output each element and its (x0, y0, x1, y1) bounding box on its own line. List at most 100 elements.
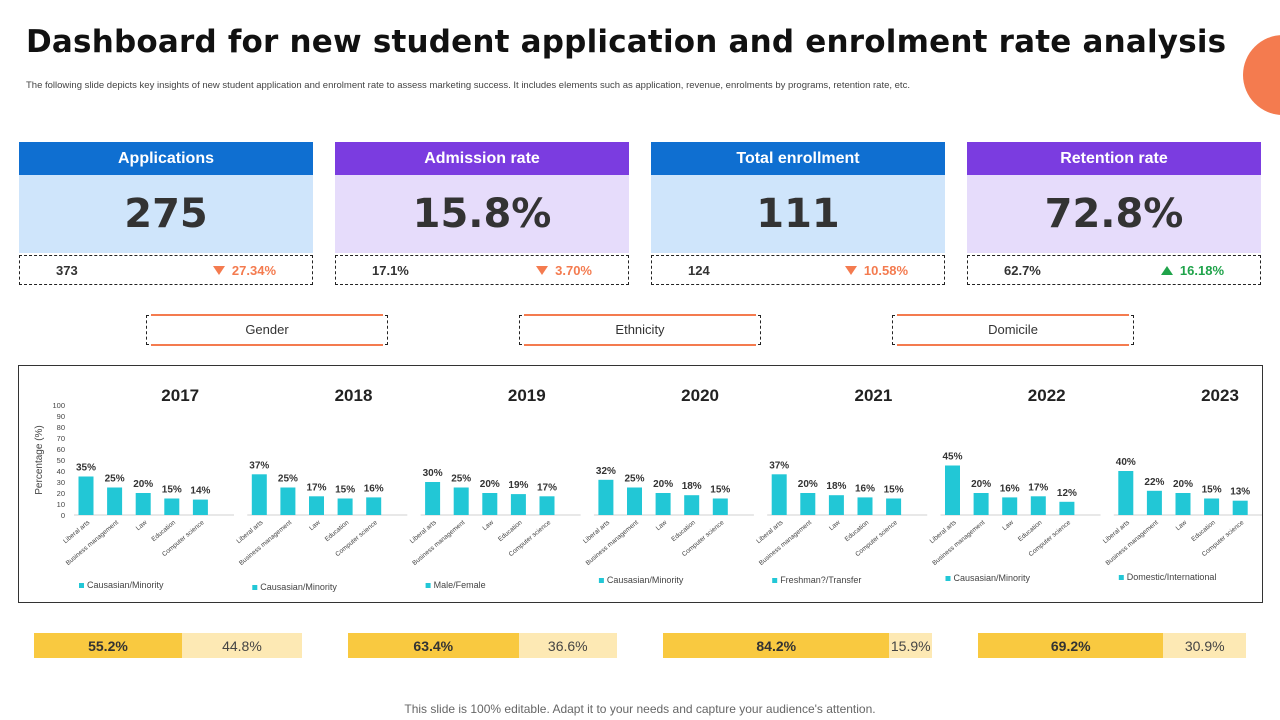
bar (453, 487, 469, 515)
legend-label: Freshman?/Transfer (780, 575, 861, 585)
ratio-secondary: 15.9% (889, 633, 932, 658)
enrolment-bar-chart: Percentage (%) 0 10 20 30 40 50 60 70 80 90 100 2017… (18, 365, 1263, 603)
kpi-value: 72.8% (967, 175, 1261, 253)
bar (1204, 498, 1220, 515)
legend-label: Causasian/Minority (954, 573, 1031, 583)
bar (771, 474, 787, 515)
y-axis-label: Percentage (%) (34, 425, 45, 494)
ratio-bar: 63.4% 36.6% (348, 633, 617, 658)
chart-year-label: 2018 (335, 386, 373, 405)
x-tick-label: Business management (411, 519, 466, 567)
kpi-change-value: 27.34% (231, 262, 276, 278)
bar (1002, 497, 1018, 515)
x-tick-label: Liberal arts (582, 519, 612, 546)
chart-year-label: 2019 (508, 386, 546, 405)
kpi-label: Admission rate (335, 142, 629, 175)
x-tick-label: Business management (238, 519, 293, 567)
bar (1232, 500, 1248, 515)
x-tick-label: Education (150, 519, 177, 543)
domicile-button[interactable]: Domicile (892, 314, 1134, 346)
x-tick-label: Law (1001, 519, 1015, 532)
x-tick-label: Education (670, 519, 697, 543)
legend-swatch (425, 583, 431, 588)
bar (828, 495, 844, 515)
bar (510, 494, 526, 515)
bar (539, 496, 555, 515)
arrow-up-icon (1160, 265, 1173, 275)
bar-value-label: 17% (1028, 482, 1048, 493)
ratio-bar: 55.2% 44.8% (34, 633, 302, 658)
bar-value-label: 14% (190, 486, 210, 497)
bar-value-label: 25% (451, 474, 471, 485)
legend-swatch (772, 578, 778, 583)
x-tick-label: Liberal arts (409, 519, 439, 546)
bar-value-label: 15% (1202, 485, 1222, 496)
chart-year-label: 2022 (1028, 386, 1066, 405)
bar (886, 498, 902, 515)
kpi-card-total-enrollment: Total enrollment 111 124 10.58% (651, 142, 945, 288)
bar (482, 493, 498, 515)
ethnicity-button[interactable]: Ethnicity (519, 314, 761, 346)
kpi-comparison: 124 10.58% (651, 255, 945, 285)
bar (857, 497, 873, 515)
x-tick-label: Education (324, 519, 351, 543)
kpi-card-applications: Applications 275 373 27.34% (19, 142, 313, 288)
legend-swatch (1118, 575, 1124, 580)
kpi-label: Applications (19, 142, 313, 175)
x-tick-label: Liberal arts (929, 519, 959, 546)
legend-label: Causasian/Minority (87, 580, 164, 590)
x-tick-label: Business management (65, 519, 120, 567)
chart-year-label: 2023 (1201, 386, 1239, 405)
footer-note: This slide is 100% editable. Adapt it to… (404, 702, 876, 716)
x-tick-label: Liberal arts (1102, 519, 1132, 546)
bar-value-label: 37% (769, 460, 789, 471)
ratio-primary: 69.2% (978, 633, 1164, 658)
bar-value-label: 16% (855, 483, 875, 494)
bar-chart-svg: Percentage (%) 0 10 20 30 40 50 60 70 80 90 100 2017… (34, 386, 1262, 592)
bar-value-label: 35% (76, 463, 96, 474)
x-tick-label: Law (135, 519, 149, 532)
y-tick-label: 100 (52, 401, 65, 410)
bar (164, 498, 180, 515)
legend-label: Causasian/Minority (260, 582, 337, 592)
bar (973, 493, 989, 515)
x-tick-label: Liberal arts (755, 519, 785, 546)
x-tick-label: Law (1175, 519, 1189, 532)
kpi-card-admission-rate: Admission rate 15.8% 17.1% 3.70% (335, 142, 629, 288)
kpi-label: Retention rate (967, 142, 1261, 175)
legend-swatch (252, 585, 258, 590)
chart-year-label: 2017 (161, 386, 199, 405)
x-tick-label: Business management (931, 519, 986, 567)
ratio-primary: 84.2% (663, 633, 890, 658)
bar-value-label: 17% (537, 482, 557, 493)
arrow-down-icon (212, 265, 225, 275)
y-tick-label: 80 (57, 423, 65, 432)
bar (1059, 501, 1075, 515)
ratio-bar: 69.2% 30.9% (978, 633, 1246, 658)
kpi-change-value: 16.18% (1179, 262, 1224, 278)
gender-button[interactable]: Gender (146, 314, 388, 346)
bar-value-label: 45% (942, 452, 962, 463)
bar-value-label: 32% (596, 466, 616, 477)
bar-value-label: 15% (884, 485, 904, 496)
x-tick-label: Education (1190, 519, 1217, 543)
bar-value-label: 25% (624, 474, 644, 485)
bar-value-label: 22% (1144, 477, 1164, 488)
kpi-previous-value: 124 (688, 262, 710, 278)
y-tick-label: 50 (57, 456, 65, 465)
bar-value-label: 18% (682, 481, 702, 492)
kpi-change-value: 3.70% (555, 262, 592, 278)
legend-swatch (945, 576, 951, 581)
kpi-value: 111 (651, 175, 945, 253)
legend-label: Causasian/Minority (607, 575, 684, 585)
bar (280, 487, 296, 515)
x-tick-label: Law (828, 519, 842, 532)
legend-swatch (79, 583, 84, 588)
arrow-down-icon (844, 265, 857, 275)
bar-value-label: 25% (278, 474, 298, 485)
bar-value-label: 16% (1000, 483, 1020, 494)
y-tick-label: 30 (57, 478, 65, 487)
bar (712, 498, 728, 515)
ratio-secondary: 30.9% (1163, 633, 1246, 658)
bar (800, 493, 816, 515)
